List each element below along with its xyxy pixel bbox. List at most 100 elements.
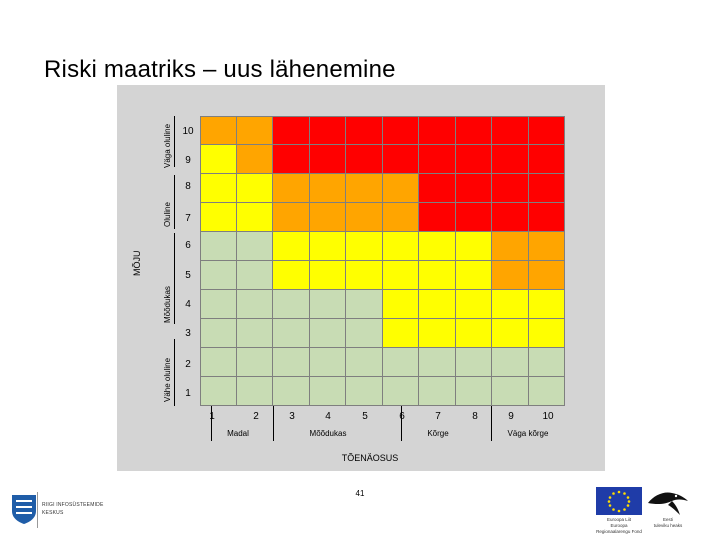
matrix-cell-impact-9-probability-1 (200, 145, 237, 174)
probability-number-9: 9 (508, 411, 514, 422)
matrix-cell-impact-1-probability-6 (382, 377, 419, 406)
matrix-cell-impact-4-probability-2 (236, 290, 273, 319)
coat-of-arms-logo (12, 495, 36, 524)
matrix-cell-impact-8-probability-3 (273, 174, 310, 203)
impact-number-6: 6 (185, 240, 191, 251)
matrix-cell-impact-1-probability-2 (236, 377, 273, 406)
matrix-cell-impact-7-probability-6 (382, 203, 419, 232)
matrix-cell-impact-10-probability-5 (346, 116, 383, 145)
matrix-cell-impact-7-probability-7 (419, 203, 456, 232)
matrix-cell-impact-1-probability-5 (346, 377, 383, 406)
probability-label-low: Madal (227, 429, 249, 438)
eu-caption-line-1: Euroopa Liit (606, 517, 632, 522)
matrix-cell-impact-8-probability-4 (309, 174, 346, 203)
matrix-cell-impact-2-probability-1 (200, 348, 237, 377)
matrix-cell-impact-1-probability-9 (492, 377, 529, 406)
matrix-cell-impact-5-probability-2 (236, 261, 273, 290)
matrix-cell-impact-4-probability-10 (528, 290, 565, 319)
matrix-cell-impact-5-probability-1 (200, 261, 237, 290)
impact-number-2: 2 (185, 359, 191, 370)
matrix-cell-impact-5-probability-5 (346, 261, 383, 290)
matrix-cell-impact-6-probability-2 (236, 232, 273, 261)
matrix-cell-impact-2-probability-9 (492, 348, 529, 377)
matrix-cell-impact-7-probability-3 (273, 203, 310, 232)
matrix-cell-impact-8-probability-10 (528, 174, 565, 203)
impact-number-5: 5 (185, 270, 191, 281)
matrix-cell-impact-7-probability-9 (492, 203, 529, 232)
matrix-cell-impact-7-probability-1 (200, 203, 237, 232)
matrix-cell-impact-7-probability-8 (455, 203, 492, 232)
matrix-cell-impact-10-probability-6 (382, 116, 419, 145)
matrix-cell-impact-8-probability-6 (382, 174, 419, 203)
impact-number-8: 8 (185, 181, 191, 192)
ee-caption: Eesti tuleviku heaks (644, 517, 692, 529)
matrix-cell-impact-2-probability-2 (236, 348, 273, 377)
probability-number-1: 1 (209, 411, 215, 422)
matrix-cell-impact-5-probability-10 (528, 261, 565, 290)
matrix-cell-impact-10-probability-4 (309, 116, 346, 145)
matrix-cell-impact-8-probability-8 (455, 174, 492, 203)
probability-number-10: 10 (542, 411, 554, 422)
matrix-cell-impact-1-probability-7 (419, 377, 456, 406)
matrix-cell-impact-3-probability-3 (273, 319, 310, 348)
matrix-cell-impact-4-probability-9 (492, 290, 529, 319)
matrix-cell-impact-9-probability-9 (492, 145, 529, 174)
matrix-cell-impact-4-probability-4 (309, 290, 346, 319)
probability-label-high: Kõrge (427, 429, 449, 438)
matrix-cell-impact-1-probability-4 (309, 377, 346, 406)
matrix-cell-impact-8-probability-2 (236, 174, 273, 203)
matrix-cell-impact-7-probability-2 (236, 203, 273, 232)
probability-number-7: 7 (435, 411, 441, 422)
matrix-cell-impact-4-probability-8 (455, 290, 492, 319)
probability-number-5: 5 (362, 411, 368, 422)
matrix-cell-impact-1-probability-10 (528, 377, 565, 406)
impact-number-7: 7 (185, 213, 191, 224)
matrix-cell-impact-3-probability-5 (346, 319, 383, 348)
matrix-cell-impact-6-probability-3 (273, 232, 310, 261)
matrix-cell-impact-1-probability-1 (200, 377, 237, 406)
probability-label-very-high: Väga kõrge (507, 429, 549, 438)
probability-number-8: 8 (472, 411, 478, 422)
probability-number-4: 4 (325, 411, 331, 422)
matrix-cell-impact-7-probability-4 (309, 203, 346, 232)
matrix-cell-impact-6-probability-9 (492, 232, 529, 261)
matrix-cell-impact-4-probability-6 (382, 290, 419, 319)
matrix-cell-impact-4-probability-3 (273, 290, 310, 319)
logo-divider (37, 492, 38, 528)
matrix-cell-impact-4-probability-5 (346, 290, 383, 319)
probability-number-3: 3 (289, 411, 295, 422)
matrix-cell-impact-5-probability-8 (455, 261, 492, 290)
matrix-cell-impact-9-probability-8 (455, 145, 492, 174)
matrix-cell-impact-6-probability-6 (382, 232, 419, 261)
matrix-cell-impact-6-probability-4 (309, 232, 346, 261)
page-number: 41 (355, 489, 365, 498)
matrix-cell-impact-3-probability-7 (419, 319, 456, 348)
matrix-cell-impact-2-probability-5 (346, 348, 383, 377)
gov-agency-line-1: RIIGI INFOSÜSTEEMIDE (42, 502, 104, 508)
matrix-cell-impact-6-probability-8 (455, 232, 492, 261)
gov-agency-line-2: KESKUS (42, 510, 64, 516)
matrix-cell-impact-5-probability-3 (273, 261, 310, 290)
matrix-cell-impact-8-probability-1 (200, 174, 237, 203)
swallow-logo (648, 492, 688, 515)
matrix-cell-impact-4-probability-7 (419, 290, 456, 319)
impact-number-9: 9 (185, 155, 191, 166)
matrix-cell-impact-9-probability-2 (236, 145, 273, 174)
matrix-cell-impact-2-probability-7 (419, 348, 456, 377)
slide-title: Riski maatriks – uus lähenemine (44, 56, 396, 84)
matrix-cell-impact-6-probability-1 (200, 232, 237, 261)
matrix-cell-impact-1-probability-3 (273, 377, 310, 406)
matrix-cell-impact-2-probability-8 (455, 348, 492, 377)
probability-label-moderate: Mõõdukas (309, 429, 347, 438)
matrix-cell-impact-8-probability-5 (346, 174, 383, 203)
matrix-cell-impact-3-probability-1 (200, 319, 237, 348)
x-axis-title: TÕENÄOSUS (341, 453, 399, 463)
matrix-cell-impact-9-probability-10 (528, 145, 565, 174)
eu-caption: Euroopa Liit Euroopa Regionaalarengu Fon… (594, 517, 644, 535)
matrix-cell-impact-2-probability-10 (528, 348, 565, 377)
matrix-cell-impact-10-probability-7 (419, 116, 456, 145)
matrix-cell-impact-7-probability-10 (528, 203, 565, 232)
matrix-cell-impact-9-probability-6 (382, 145, 419, 174)
ee-caption-line-1: Eesti (662, 517, 673, 522)
